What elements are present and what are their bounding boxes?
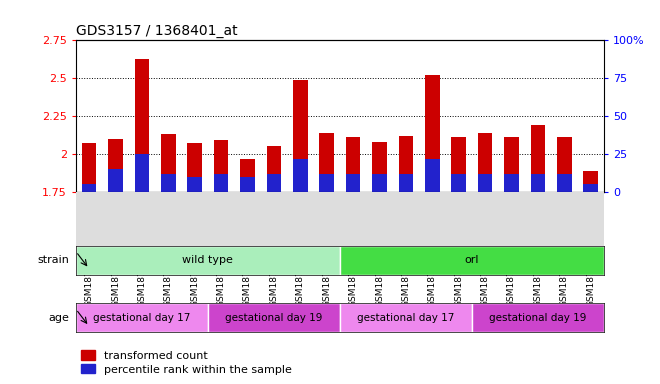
Bar [583, 171, 598, 192]
Bar [240, 177, 255, 192]
Bar [161, 174, 176, 192]
Bar [319, 174, 334, 192]
Bar [319, 133, 334, 192]
Bar [504, 174, 519, 192]
Bar [187, 177, 202, 192]
Bar [346, 174, 360, 192]
Bar [82, 184, 96, 192]
Bar [557, 174, 572, 192]
Bar [478, 174, 492, 192]
Bar [478, 133, 492, 192]
Bar [472, 303, 604, 332]
Bar [340, 303, 472, 332]
Bar [82, 144, 96, 192]
Bar [293, 80, 308, 192]
Bar [531, 125, 545, 192]
Bar [346, 137, 360, 192]
Bar [240, 159, 255, 192]
Bar [451, 137, 466, 192]
Bar [372, 142, 387, 192]
Bar [372, 174, 387, 192]
Bar [108, 139, 123, 192]
Bar [208, 303, 340, 332]
Text: gestational day 17: gestational day 17 [357, 313, 455, 323]
Bar [76, 246, 340, 275]
Bar [293, 159, 308, 192]
Text: strain: strain [38, 255, 69, 265]
Text: GDS3157 / 1368401_at: GDS3157 / 1368401_at [76, 24, 238, 38]
Bar [583, 184, 598, 192]
Bar [557, 137, 572, 192]
Bar [108, 169, 123, 192]
Bar [531, 174, 545, 192]
Text: gestational day 19: gestational day 19 [225, 313, 323, 323]
Bar [399, 136, 413, 192]
Bar [267, 174, 281, 192]
Bar [187, 144, 202, 192]
Text: gestational day 17: gestational day 17 [93, 313, 191, 323]
Bar [135, 154, 149, 192]
Bar [425, 159, 440, 192]
Bar [504, 137, 519, 192]
Text: orl: orl [465, 255, 479, 265]
Text: gestational day 19: gestational day 19 [489, 313, 587, 323]
Bar [451, 174, 466, 192]
Bar [76, 303, 208, 332]
Bar [399, 174, 413, 192]
Bar [425, 75, 440, 192]
Legend: transformed count, percentile rank within the sample: transformed count, percentile rank withi… [81, 350, 292, 375]
Bar [267, 147, 281, 192]
Bar [161, 134, 176, 192]
Bar [340, 246, 604, 275]
Text: wild type: wild type [182, 255, 234, 265]
Bar [135, 58, 149, 192]
Bar [214, 174, 228, 192]
Text: age: age [48, 313, 69, 323]
Bar [214, 141, 228, 192]
